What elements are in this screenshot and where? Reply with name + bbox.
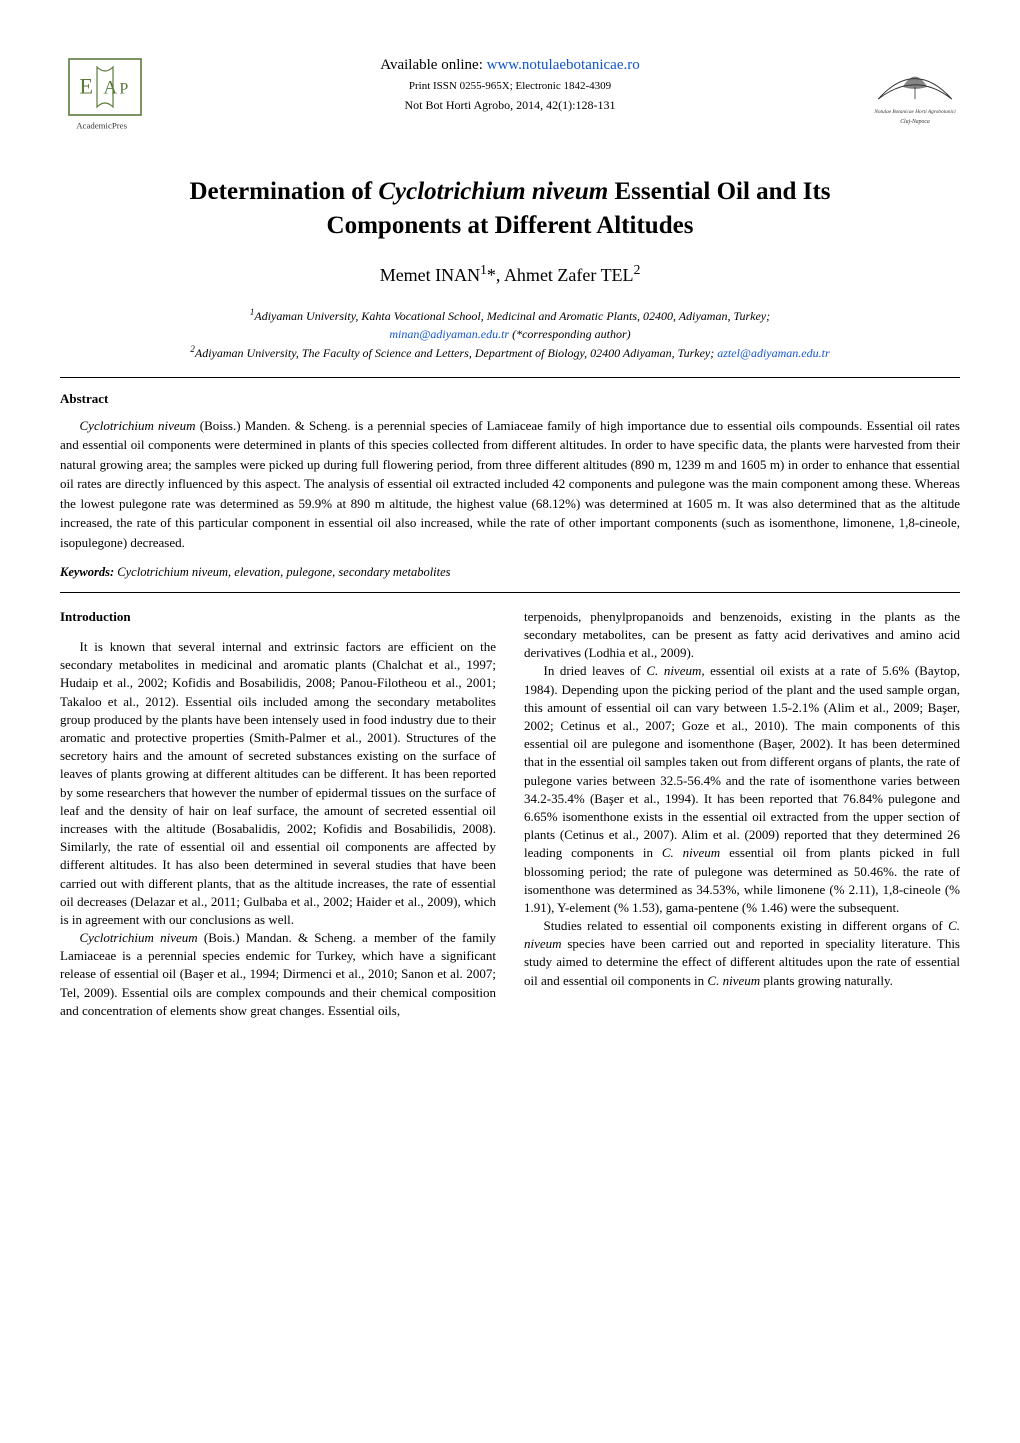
intro-p2-species: Cyclotrichium niveum <box>80 930 198 945</box>
author-1: Memet INAN <box>380 265 480 285</box>
divider-bottom <box>60 592 960 593</box>
title-species: Cyclotrichium niveum <box>378 178 608 205</box>
intro-p4-species2: C. niveum <box>662 845 720 860</box>
body-columns: Introduction It is known that several in… <box>60 608 960 1020</box>
intro-p4-species: C. niveum, <box>646 663 704 678</box>
author-1-star: * <box>487 265 496 285</box>
aff1-email-link[interactable]: minan@adiyaman.edu.tr <box>389 327 509 341</box>
available-online-line: Available online: www.notulaebotanicae.r… <box>160 55 860 76</box>
keywords-label: Keywords: <box>60 565 114 579</box>
left-column: Introduction It is known that several in… <box>60 608 496 1020</box>
issn-line: Print ISSN 0255-965X; Electronic 1842-43… <box>160 79 860 94</box>
notulae-logo-icon: Notulae Botanicae Horti Agrobotanici Clu… <box>870 50 960 140</box>
right-column: terpenoids, phenylpropanoids and benzeno… <box>524 608 960 1020</box>
affiliations: 1Adiyaman University, Kahta Vocational S… <box>60 306 960 362</box>
header-center: Available online: www.notulaebotanicae.r… <box>150 50 870 114</box>
svg-text:Cluj-Napoca: Cluj-Napoca <box>900 119 930 125</box>
title-line-post: Essential Oil and Its <box>608 178 830 205</box>
abstract-body: (Boiss.) Manden. & Scheng. is a perennia… <box>60 418 960 550</box>
page-header: E A P AcademicPres Available online: www… <box>60 50 960 140</box>
divider-top <box>60 377 960 378</box>
aff2-text: Adiyaman University, The Faculty of Scie… <box>195 346 717 360</box>
abstract-heading: Abstract <box>60 390 960 408</box>
author-2: Ahmet Zafer TEL <box>504 265 634 285</box>
abstract-species: Cyclotrichium niveum <box>80 418 196 433</box>
author-1-sup: 1 <box>480 262 487 277</box>
aff2-email-link[interactable]: aztel@adiyaman.edu.tr <box>717 346 829 360</box>
journal-logo-right: Notulae Botanicae Horti Agrobotanici Clu… <box>870 50 960 140</box>
keywords-value: Cyclotrichium niveum, elevation, pulegon… <box>114 565 450 579</box>
academicpres-logo-icon: E A P AcademicPres <box>65 55 145 135</box>
journal-url-link[interactable]: www.notulaebotanicae.ro <box>487 57 640 73</box>
intro-p5-pre: Studies related to essential oil compone… <box>544 918 949 933</box>
svg-text:P: P <box>119 80 128 97</box>
title-line2: Components at Different Altitudes <box>327 212 694 239</box>
svg-text:A: A <box>103 77 117 98</box>
intro-p5-species2: C. niveum <box>707 973 760 988</box>
intro-p4: In dried leaves of C. niveum, essential … <box>524 662 960 917</box>
intro-p4-pre: In dried leaves of <box>544 663 647 678</box>
aff1-corresponding: (*corresponding author) <box>509 327 631 341</box>
svg-text:E: E <box>79 73 93 98</box>
intro-p5-post: plants growing naturally. <box>760 973 893 988</box>
authors-line: Memet INAN1*, Ahmet Zafer TEL2 <box>60 261 960 288</box>
available-online-label: Available online: <box>380 57 483 73</box>
journal-citation: Not Bot Horti Agrobo, 2014, 42(1):128-13… <box>160 97 860 114</box>
author-2-sup: 2 <box>634 262 641 277</box>
title-line-pre: Determination of <box>190 178 379 205</box>
intro-p1: It is known that several internal and ex… <box>60 638 496 929</box>
intro-p5: Studies related to essential oil compone… <box>524 917 960 990</box>
aff1-text: Adiyaman University, Kahta Vocational Sc… <box>254 309 770 323</box>
intro-p2: Cyclotrichium niveum (Bois.) Mandan. & S… <box>60 929 496 1020</box>
svg-text:AcademicPres: AcademicPres <box>76 121 127 131</box>
keywords-line: Keywords: Cyclotrichium niveum, elevatio… <box>60 564 960 582</box>
intro-p4-mid: essential oil exists at a rate of 5.6% (… <box>524 663 960 860</box>
introduction-heading: Introduction <box>60 608 496 626</box>
author-sep: , <box>496 265 504 285</box>
article-title: Determination of Cyclotrichium niveum Es… <box>60 175 960 243</box>
intro-p3: terpenoids, phenylpropanoids and benzeno… <box>524 608 960 663</box>
publisher-logo-left: E A P AcademicPres <box>60 50 150 140</box>
svg-text:Notulae Botanicae Horti Agrobo: Notulae Botanicae Horti Agrobotanici <box>873 109 956 115</box>
abstract-paragraph: Cyclotrichium niveum (Boiss.) Manden. & … <box>60 416 960 553</box>
